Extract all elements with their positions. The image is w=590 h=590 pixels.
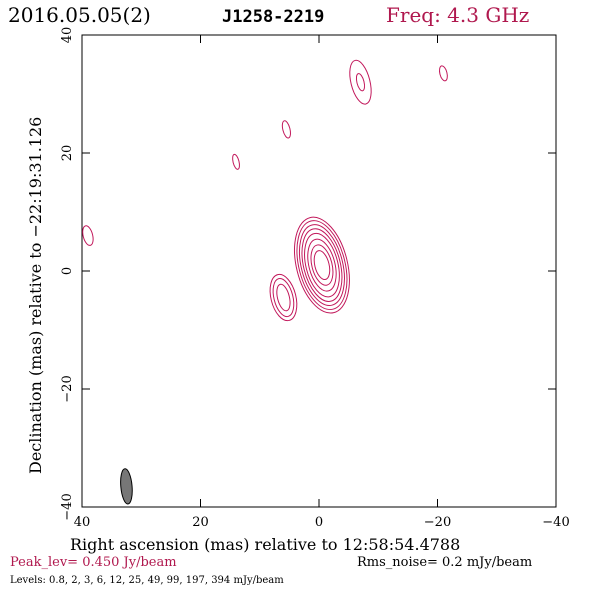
contour-feature-3 bbox=[281, 120, 291, 139]
contour-jet-knot bbox=[272, 278, 295, 318]
x-tick-label: 40 bbox=[74, 515, 91, 530]
x-tick-label: −20 bbox=[424, 515, 451, 530]
beam-ellipse bbox=[120, 468, 133, 505]
contour-levels: Levels: 0.8, 2, 3, 6, 12, 25, 49, 99, 19… bbox=[10, 575, 284, 586]
x-tick-label: −40 bbox=[542, 515, 569, 530]
contour-feature-4 bbox=[232, 153, 240, 170]
y-tick-label: 0 bbox=[60, 267, 75, 275]
observation-date: 2016.05.05(2) bbox=[8, 3, 151, 27]
contour-core bbox=[298, 224, 345, 306]
contour-jet-knot bbox=[276, 283, 291, 312]
contour-core bbox=[301, 228, 343, 302]
contour-feature-1 bbox=[355, 73, 366, 92]
frequency-label: Freq: 4.3 GHz bbox=[386, 3, 529, 27]
y-tick-label: −20 bbox=[60, 375, 75, 402]
contour-jet-knot bbox=[269, 273, 298, 322]
contour-feature-5 bbox=[82, 225, 94, 246]
x-tick-label: 20 bbox=[192, 515, 209, 530]
contour-core bbox=[313, 250, 331, 281]
contour-core bbox=[307, 238, 337, 292]
contour-core bbox=[296, 220, 348, 311]
y-tick-labels: −40 −20 0 20 40 bbox=[60, 27, 75, 521]
axis-ticks bbox=[81, 34, 557, 508]
y-tick-label: −40 bbox=[60, 493, 75, 520]
contour-core bbox=[310, 244, 334, 286]
contour-lines bbox=[82, 59, 448, 322]
rms-noise: Rms_noise= 0.2 mJy/beam bbox=[357, 555, 532, 570]
peak-level: Peak_lev= 0.450 Jy/beam bbox=[10, 555, 177, 570]
source-name: J1258-2219 bbox=[222, 7, 324, 27]
x-tick-labels: 40 20 0 −20 −40 bbox=[74, 515, 570, 530]
y-tick-label: 20 bbox=[60, 145, 75, 162]
contour-feature-1 bbox=[349, 59, 372, 105]
y-tick-label: 40 bbox=[60, 27, 75, 44]
y-axis-label: Declination (mas) relative to −22:19:31.… bbox=[26, 117, 45, 474]
x-axis-label: Right ascension (mas) relative to 12:58:… bbox=[70, 535, 460, 554]
contour-feature-2 bbox=[439, 65, 448, 82]
contour-core bbox=[294, 216, 350, 314]
x-tick-label: 0 bbox=[315, 515, 323, 530]
plot-frame bbox=[81, 34, 557, 508]
contour-core bbox=[304, 232, 340, 298]
